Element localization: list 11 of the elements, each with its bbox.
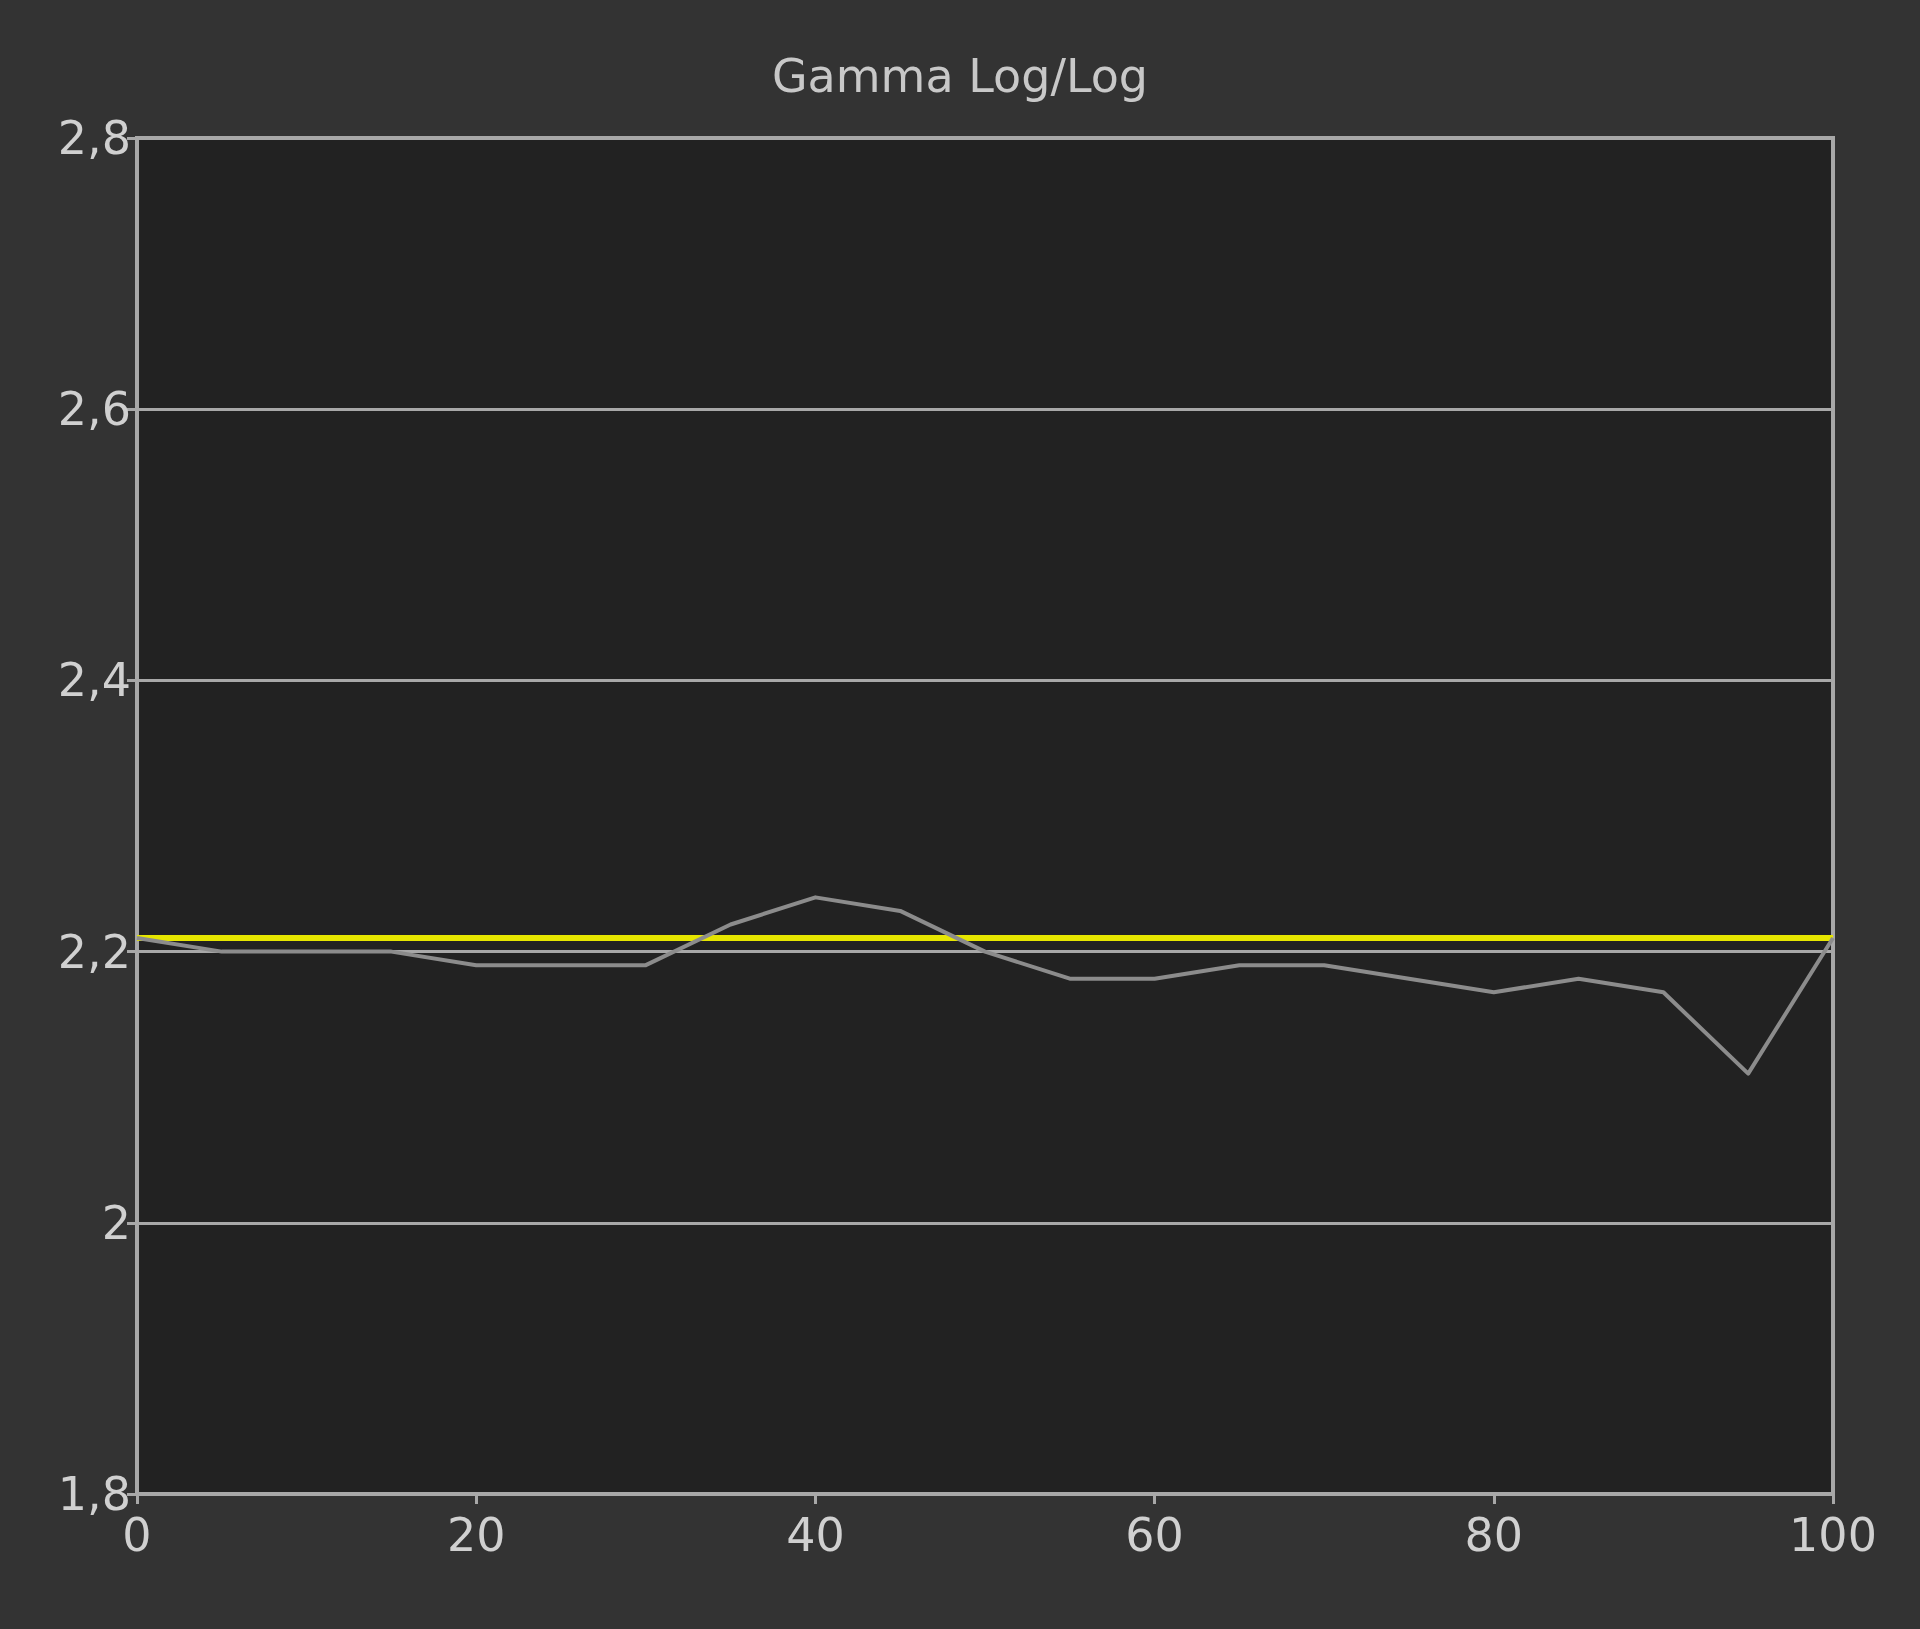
y-tick-label: 2,6 (57, 382, 131, 437)
x-tick-label: 60 (1125, 1508, 1184, 1562)
y-tick-label: 2,4 (57, 653, 131, 708)
y-tick-label: 2,8 (57, 111, 131, 165)
y-tick-label: 2 (101, 1195, 131, 1250)
x-tick-label: 40 (786, 1508, 845, 1562)
chart-title: Gamma Log/Log (771, 49, 1149, 103)
x-tick-label: 80 (1464, 1508, 1524, 1562)
x-tick-label: 20 (446, 1508, 506, 1562)
y-tick-label: 2,2 (57, 924, 131, 979)
x-tick-label: 100 (1789, 1508, 1877, 1562)
